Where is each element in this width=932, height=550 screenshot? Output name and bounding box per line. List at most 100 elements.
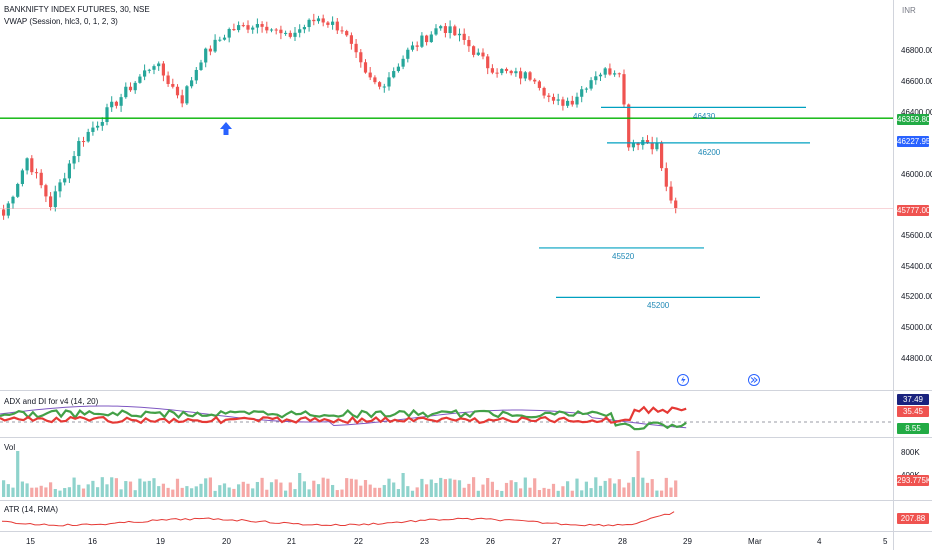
- candle-body: [373, 77, 377, 83]
- candle-body: [100, 122, 104, 126]
- currency-label[interactable]: INR: [902, 6, 916, 15]
- candle-body: [669, 186, 673, 201]
- volume-bar: [34, 487, 39, 497]
- candle-body: [232, 29, 236, 31]
- volume-bar: [495, 489, 499, 497]
- candle-body: [302, 27, 306, 30]
- volume-bar: [406, 486, 410, 497]
- candle-body: [331, 21, 335, 25]
- candle-body: [509, 70, 513, 74]
- candle-body: [481, 52, 485, 57]
- candle-body: [6, 203, 10, 216]
- volume-bar: [171, 489, 175, 497]
- volume-bar: [246, 483, 250, 497]
- price-tick: 45000.00: [901, 323, 932, 332]
- candle-body: [453, 26, 457, 36]
- vwap-legend[interactable]: VWAP (Session, hlc3, 0, 1, 2, 3): [4, 17, 118, 26]
- volume-bar: [617, 479, 621, 497]
- volume-bar: [119, 489, 123, 497]
- volume-bar: [547, 488, 551, 497]
- volume-bar: [157, 486, 161, 497]
- candle-body: [20, 170, 24, 184]
- candle-body: [462, 33, 466, 40]
- candle-body: [307, 19, 311, 28]
- volume-legend[interactable]: Vol: [4, 443, 16, 452]
- volume-bar: [232, 488, 236, 497]
- volume-bar: [669, 487, 673, 497]
- annotation-label: 45520: [612, 252, 635, 261]
- adx-legend[interactable]: ADX and DI for v4 (14, 20): [4, 397, 99, 406]
- volume-bar: [509, 480, 513, 497]
- volume-bar: [86, 484, 90, 497]
- candle-body: [213, 39, 217, 52]
- volume-bar: [128, 481, 133, 497]
- volume-bar: [237, 484, 241, 497]
- candle-body: [434, 28, 438, 35]
- candle-body: [660, 143, 664, 169]
- volume-bar: [96, 487, 100, 497]
- volume-bar: [415, 487, 419, 497]
- candle-body: [81, 141, 86, 143]
- candle-body: [63, 178, 67, 183]
- candle-body: [575, 96, 579, 105]
- volume-bar: [124, 481, 128, 497]
- volume-bar: [387, 478, 391, 497]
- volume-bar: [147, 480, 151, 497]
- candle-body: [255, 24, 259, 28]
- adx-badge: 37.49: [897, 394, 929, 405]
- volume-bar: [368, 484, 372, 497]
- candle-body: [241, 25, 245, 27]
- volume-bar: [143, 481, 147, 497]
- candle-body: [2, 209, 6, 216]
- candle-body: [664, 168, 668, 187]
- candle-body: [594, 76, 598, 81]
- volume-bar: [326, 478, 330, 497]
- volume-bar: [345, 478, 349, 497]
- candle-body: [528, 72, 532, 80]
- candle-body: [321, 18, 325, 23]
- volume-bar: [636, 451, 640, 497]
- volume-bar: [114, 478, 118, 497]
- volume-bar: [551, 483, 556, 497]
- vwap-price-badge: 46227.95: [897, 136, 931, 147]
- candle-body: [566, 100, 570, 106]
- lightning-event-icon[interactable]: [677, 374, 689, 386]
- candle-body: [246, 25, 250, 30]
- candle-body: [222, 37, 227, 40]
- volume-bar: [556, 490, 560, 497]
- volume-bar: [613, 483, 617, 497]
- candle-body: [293, 32, 297, 37]
- minus-di-badge: 8.55: [897, 423, 929, 434]
- candle-body: [396, 66, 400, 72]
- candle-body: [39, 172, 43, 186]
- volume-bar: [185, 486, 189, 497]
- volume-bar: [213, 490, 217, 497]
- candle-body: [143, 70, 147, 77]
- candle-body: [354, 43, 358, 53]
- volume-bar: [561, 486, 565, 497]
- forward-event-icon[interactable]: [748, 374, 760, 386]
- candle-body: [622, 74, 626, 105]
- annotation-label: 46430: [693, 112, 716, 121]
- volume-bar: [528, 487, 532, 497]
- adx-pane: [0, 405, 893, 431]
- atr-badge: 207.88: [897, 513, 929, 524]
- candle-body: [570, 100, 574, 105]
- candle-body: [415, 45, 419, 47]
- volume-bar: [490, 481, 494, 497]
- volume-bar: [570, 490, 574, 497]
- volume-bar: [274, 479, 278, 497]
- candle-body: [387, 77, 391, 87]
- candle-body: [340, 30, 344, 32]
- volume-bar: [2, 480, 6, 497]
- up-arrow-marker: [220, 122, 232, 135]
- volume-bar: [373, 487, 377, 497]
- volume-bar: [72, 477, 76, 497]
- minus-di-line: [0, 408, 687, 431]
- atr-line: [1, 511, 675, 527]
- atr-legend[interactable]: ATR (14, RMA): [4, 505, 59, 514]
- candle-body: [204, 48, 208, 63]
- volume-bar: [307, 489, 311, 497]
- candle-body: [152, 66, 156, 70]
